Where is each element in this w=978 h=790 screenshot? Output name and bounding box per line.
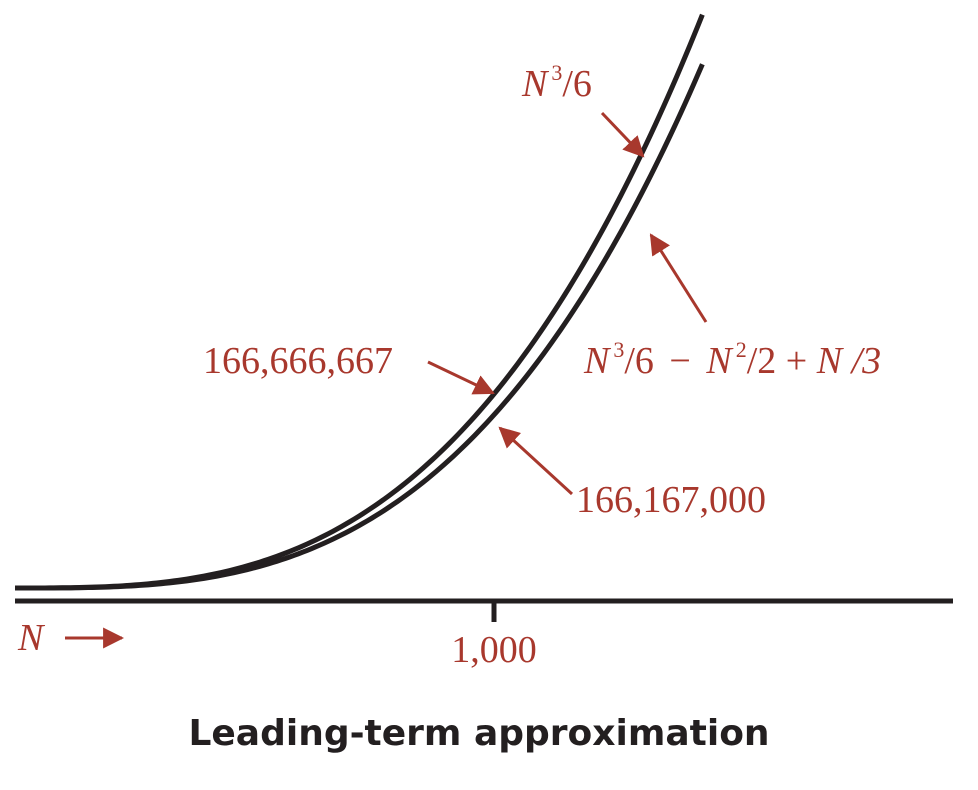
annotation-lower-value: 166,167,000 <box>576 479 766 521</box>
series-line-exact-formula <box>15 63 705 591</box>
series-label-n3-over-6: N 3/6 <box>521 60 592 105</box>
arrow-lower-value <box>498 426 574 496</box>
annotation-upper-value: 166,666,667 <box>203 340 393 382</box>
chart-title: Leading-term approximation <box>188 713 769 754</box>
series-label-exact-formula: N 3/6 − N 2/2 + N /3 <box>583 337 881 382</box>
x-axis-variable-label: N <box>17 617 46 659</box>
arrow-exact-formula <box>649 233 708 323</box>
arrow-n3-over-6 <box>600 111 645 158</box>
x-tick-label-1000: 1,000 <box>451 629 537 671</box>
arrow-upper-value <box>427 360 495 395</box>
